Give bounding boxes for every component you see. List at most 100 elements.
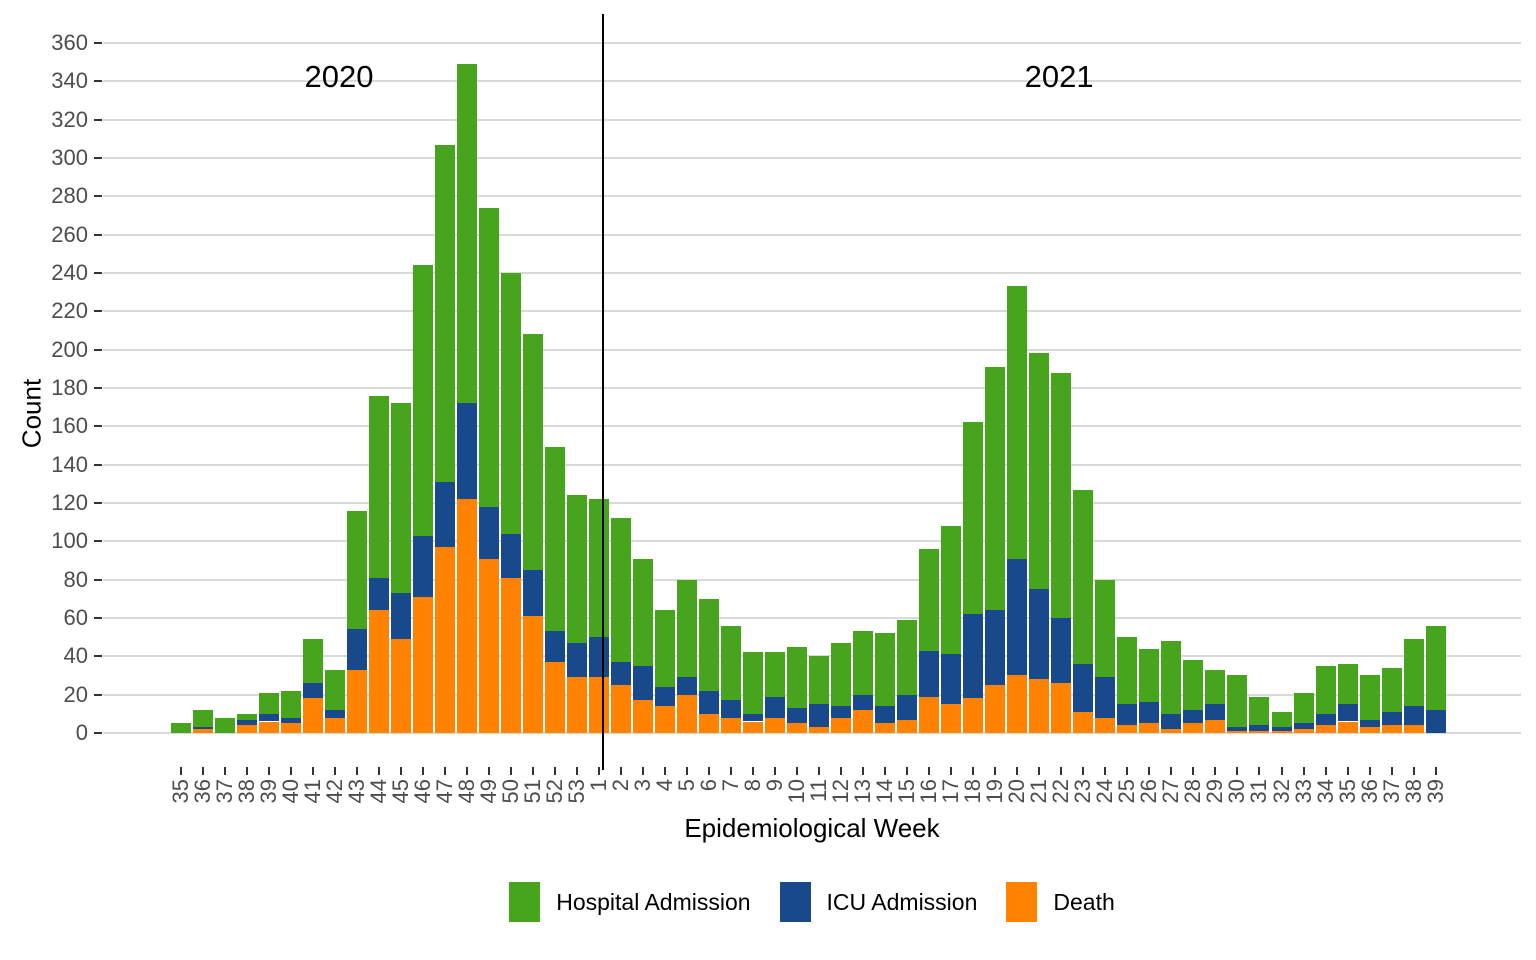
x-tick-2021-20 (1016, 767, 1019, 775)
gridline-300 (103, 156, 1521, 159)
gridline-280 (103, 195, 1521, 198)
x-tick-label-2021-12: 12 (828, 779, 854, 804)
bar-2021-week-5-hospital-admission (676, 579, 697, 678)
bar-2020-week-51-death (522, 616, 543, 733)
x-tick-label-2021-36: 36 (1356, 779, 1382, 804)
x-tick-2021-27 (1170, 767, 1173, 775)
bar-2021-week-12-death (831, 717, 852, 733)
bar-2021-week-35-icu-admission (1337, 704, 1358, 722)
bar-2021-week-38-icu-admission (1403, 706, 1424, 726)
x-tick-label-2020-45: 45 (387, 779, 413, 804)
gridline-180 (103, 386, 1521, 389)
year-label-2020: 2020 (304, 59, 374, 95)
x-tick-2020-39 (267, 767, 270, 775)
x-tick-2021-10 (796, 767, 799, 775)
y-tick-220 (94, 310, 102, 313)
y-tick-label-300: 300 (51, 144, 88, 170)
bar-2021-week-15-icu-admission (897, 694, 918, 720)
bar-2021-week-18-hospital-admission (963, 422, 984, 615)
y-tick-label-260: 260 (51, 221, 88, 247)
bar-2020-week-48-death (456, 499, 477, 733)
bar-2021-week-31-icu-admission (1249, 725, 1270, 732)
bar-2021-week-20-icu-admission (1007, 558, 1028, 676)
x-tick-label-2021-20: 20 (1004, 779, 1030, 804)
y-tick-label-0: 0 (75, 720, 88, 745)
bar-2021-week-32-death (1271, 731, 1292, 733)
x-tick-2021-5 (685, 767, 688, 775)
x-tick-2020-47 (443, 767, 446, 775)
x-tick-label-2021-4: 4 (651, 779, 677, 792)
bar-2020-week-35-hospital-admission (170, 723, 191, 733)
bar-2021-week-25-death (1117, 725, 1138, 733)
bar-2021-week-17-death (941, 704, 962, 733)
x-tick-label-2020-52: 52 (541, 779, 567, 804)
y-tick-0 (94, 732, 102, 734)
legend-swatch-hospital-admission (509, 882, 541, 922)
bar-2021-week-13-hospital-admission (853, 631, 874, 695)
bar-2021-week-39-icu-admission (1425, 709, 1446, 733)
bar-2020-week-37-hospital-admission (214, 717, 235, 733)
bar-2020-week-52-hospital-admission (544, 447, 565, 632)
bar-2020-week-43-icu-admission (346, 629, 367, 670)
x-tick-2021-37 (1390, 767, 1393, 775)
x-axis-title: Epidemiological Week (684, 813, 940, 843)
bar-2021-week-38-death (1403, 725, 1424, 733)
x-tick-2021-25 (1126, 767, 1129, 775)
x-tick-2021-30 (1236, 767, 1239, 775)
bar-2021-week-4-hospital-admission (654, 610, 675, 687)
y-tick-label-40: 40 (63, 643, 88, 669)
legend-item-hospital-admission: Hospital Admission (509, 882, 751, 922)
bar-2021-week-3-death (632, 700, 653, 733)
bar-2020-week-51-icu-admission (522, 570, 543, 617)
x-tick-2021-35 (1346, 767, 1349, 775)
bar-2021-week-33-icu-admission (1293, 723, 1314, 730)
bar-2021-week-21-hospital-admission (1029, 353, 1050, 590)
y-tick-label-160: 160 (51, 413, 88, 439)
x-tick-label-2021-31: 31 (1246, 779, 1272, 804)
y-tick-label-100: 100 (51, 528, 88, 554)
x-tick-2021-1 (597, 767, 600, 775)
x-tick-2020-48 (465, 767, 468, 775)
x-tick-label-2021-17: 17 (938, 779, 964, 804)
bar-2021-week-26-icu-admission (1139, 702, 1160, 724)
x-tick-label-2020-41: 41 (299, 779, 325, 804)
y-tick-140 (94, 463, 102, 466)
year-divider-line (602, 14, 605, 770)
bar-2020-week-40-icu-admission (280, 717, 301, 724)
gridline-80 (103, 578, 1521, 581)
y-tick-label-360: 360 (51, 29, 88, 55)
x-tick-label-2021-38: 38 (1400, 779, 1426, 804)
bar-2021-week-27-hospital-admission (1161, 640, 1182, 714)
x-tick-2020-53 (575, 767, 578, 775)
x-tick-label-2021-14: 14 (872, 779, 898, 804)
bar-2021-week-31-hospital-admission (1249, 696, 1270, 726)
bar-2020-week-49-death (478, 558, 499, 733)
y-tick-label-80: 80 (63, 566, 88, 592)
x-tick-2020-52 (553, 767, 556, 775)
x-tick-label-2021-32: 32 (1268, 779, 1294, 804)
x-tick-2020-41 (311, 767, 314, 775)
gridline-240 (103, 271, 1521, 274)
bar-2021-week-14-hospital-admission (875, 633, 896, 707)
x-tick-2021-2 (619, 767, 622, 775)
year-label-2021: 2021 (1024, 59, 1094, 95)
y-tick-260 (94, 233, 102, 236)
bar-2021-week-9-death (765, 717, 786, 733)
bar-2020-week-43-hospital-admission (346, 510, 367, 630)
x-tick-2021-14 (884, 767, 887, 775)
bar-2021-week-17-hospital-admission (941, 525, 962, 655)
bar-2020-week-38-icu-admission (236, 719, 257, 726)
x-tick-2020-38 (245, 767, 248, 775)
bar-2021-week-18-death (963, 698, 984, 733)
bar-2021-week-30-death (1227, 731, 1248, 733)
bar-2021-week-34-icu-admission (1315, 713, 1336, 726)
bar-2020-week-44-hospital-admission (368, 395, 389, 578)
bar-2020-week-48-icu-admission (456, 403, 477, 500)
bar-2021-week-2-icu-admission (610, 662, 631, 686)
x-tick-2021-23 (1082, 767, 1085, 775)
gridline-100 (103, 540, 1521, 543)
bar-2021-week-34-hospital-admission (1315, 665, 1336, 714)
bar-2021-week-23-hospital-admission (1073, 489, 1094, 664)
bar-2021-week-26-death (1139, 723, 1160, 733)
x-tick-2020-44 (377, 767, 380, 775)
